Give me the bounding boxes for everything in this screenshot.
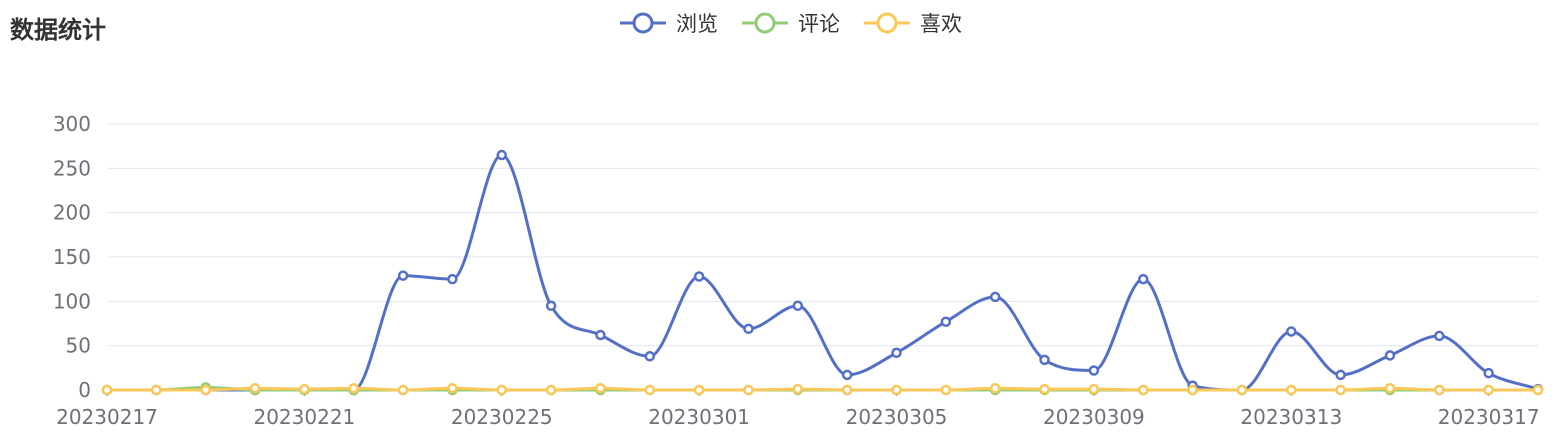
y-tick-label: 150 (53, 245, 91, 269)
legend-label-views: 浏览 (676, 12, 718, 36)
x-tick-label: 20230305 (846, 405, 948, 429)
x-tick-label: 20230217 (56, 405, 158, 429)
legend-label-likes: 喜欢 (920, 12, 962, 36)
data-point (249, 382, 261, 394)
data-point (792, 300, 804, 312)
y-tick-label: 200 (53, 201, 91, 225)
data-point (1088, 383, 1100, 395)
data-point (397, 384, 409, 396)
data-point (1434, 384, 1445, 396)
page-title: 数据统计 (10, 16, 106, 44)
data-point (397, 270, 409, 281)
data-point (644, 351, 656, 362)
data-point (1483, 384, 1494, 396)
x-tick-label: 20230225 (451, 405, 553, 429)
data-point (1483, 367, 1494, 379)
data-point (1335, 369, 1346, 381)
data-point (1286, 384, 1297, 396)
chart-legend: 浏览 评论 喜欢 (618, 8, 984, 38)
data-point (1187, 384, 1198, 396)
x-tick-label: 20230221 (253, 405, 355, 429)
data-point (644, 384, 656, 396)
y-tick-label: 0 (78, 378, 91, 402)
legend-line-circle-icon (620, 12, 666, 34)
data-point (693, 271, 705, 282)
data-point (595, 329, 606, 341)
data-point (792, 383, 804, 395)
data-point (989, 382, 1001, 394)
data-point (1088, 365, 1100, 376)
data-point (940, 384, 952, 396)
data-point (891, 347, 902, 359)
data-point (1434, 330, 1445, 342)
x-tick-label: 20230317 (1438, 405, 1540, 429)
y-tick-label: 250 (53, 156, 91, 180)
x-tick-label: 20230313 (1240, 405, 1342, 429)
y-tick-label: 50 (66, 334, 91, 358)
data-point (891, 384, 902, 396)
data-point (1335, 384, 1346, 396)
legend-item-comments[interactable]: 评论 (740, 8, 840, 38)
legend-item-views[interactable]: 浏览 (618, 8, 718, 38)
legend-line-circle-icon (864, 12, 910, 34)
x-tick-label: 20230309 (1043, 405, 1145, 429)
legend-label-comments: 评论 (798, 12, 840, 36)
data-point (545, 300, 557, 312)
data-point (348, 382, 359, 394)
data-point (1137, 384, 1149, 396)
data-point (693, 384, 705, 396)
data-point (151, 384, 162, 396)
y-tick-label: 300 (53, 112, 91, 136)
data-point (1137, 273, 1149, 285)
data-point (496, 149, 508, 161)
legend-item-likes[interactable]: 喜欢 (862, 8, 962, 38)
data-point (1236, 384, 1248, 396)
data-point (496, 384, 508, 396)
data-point (841, 369, 853, 381)
data-point (1384, 382, 1396, 394)
y-tick-label: 100 (53, 289, 91, 313)
series-line (107, 386, 1538, 392)
data-point (743, 323, 754, 335)
data-point (1039, 383, 1050, 395)
data-point (1039, 354, 1050, 366)
legend-line-circle-icon (742, 12, 788, 34)
data-point (940, 316, 952, 327)
data-point (1286, 326, 1297, 337)
data-point (447, 382, 458, 394)
data-point (841, 384, 853, 396)
data-point (299, 383, 310, 395)
data-point (595, 382, 606, 394)
data-point (101, 384, 113, 396)
data-point (447, 273, 458, 285)
data-point (200, 384, 211, 396)
data-point (1384, 350, 1396, 361)
x-tick-label: 20230301 (648, 405, 750, 429)
data-point (989, 291, 1001, 303)
data-point (743, 384, 754, 396)
data-point (545, 384, 557, 396)
data-point (1532, 384, 1544, 396)
series-line (107, 153, 1539, 392)
